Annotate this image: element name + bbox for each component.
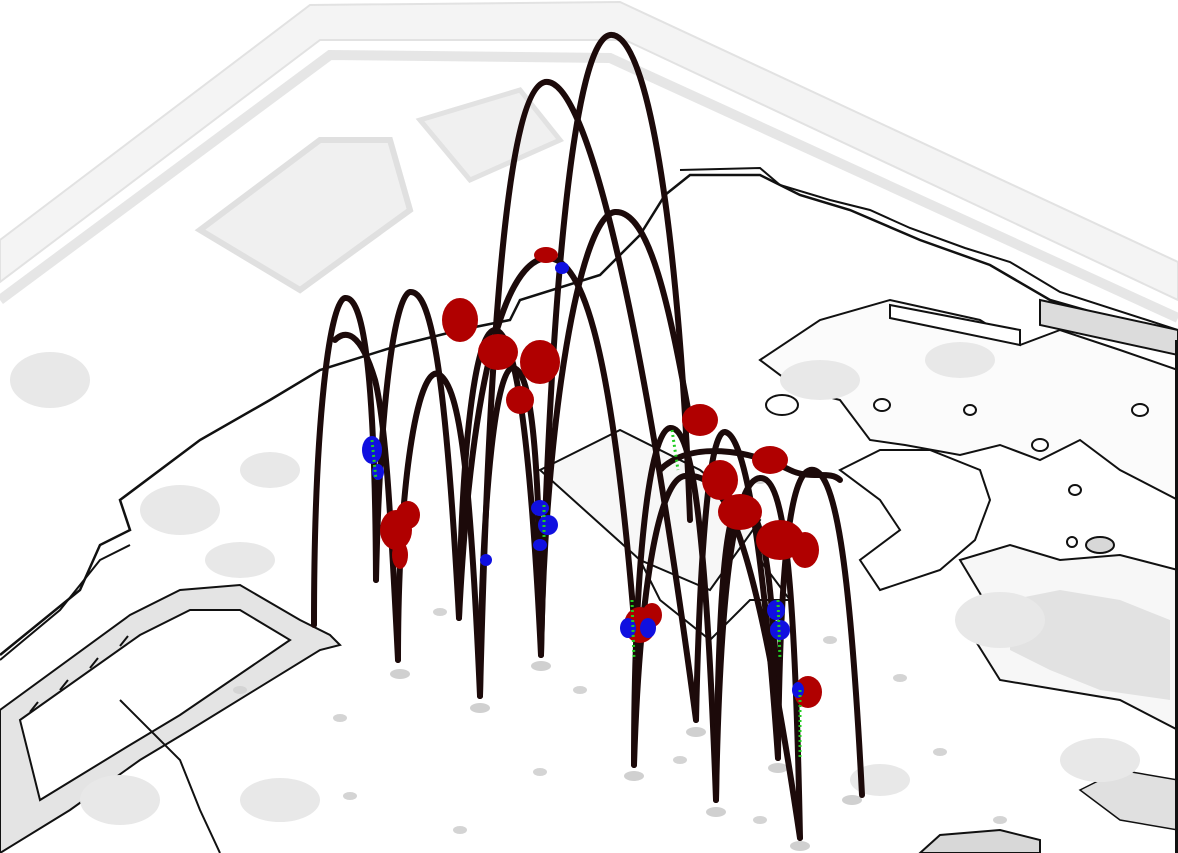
stress-red: [380, 247, 822, 708]
plan-island-3: [963, 404, 977, 416]
plan-right-lower-fill: [1010, 590, 1170, 700]
column-shadows: [390, 661, 862, 851]
plan-outline-bottom-left: [119, 699, 221, 853]
plan-island-4: [1031, 438, 1049, 452]
plan-bottom-right-steps: [918, 828, 1041, 853]
plan-island-6: [1085, 536, 1115, 554]
plan-right-wing: [758, 298, 1178, 502]
site-slab-top: [0, 0, 1178, 302]
faint-room-1: [194, 137, 414, 294]
plan-island-2: [873, 398, 891, 412]
plan-island-7: [1066, 536, 1078, 548]
plan-outline-rim: [679, 166, 1178, 331]
faint-patterns: [10, 342, 1140, 825]
arch-right-4[interactable]: [775, 466, 865, 798]
arch-left-1[interactable]: [311, 295, 379, 628]
faint-room-2: [415, 87, 564, 184]
arch-right-2[interactable]: [693, 429, 781, 761]
plan-wall-bar: [889, 303, 1021, 347]
plan-wall-block: [1039, 298, 1178, 357]
plan-island-5: [1068, 484, 1082, 496]
site-slab-inner: [0, 49, 1178, 323]
arch-right-6[interactable]: [631, 472, 803, 841]
arch-right-5[interactable]: [713, 475, 803, 841]
plan-right-court: [838, 449, 992, 592]
plan-left-notches: [29, 635, 129, 713]
viewport-edge-right: [1175, 340, 1178, 853]
stress-green: [370, 429, 802, 760]
plan-outline-left: [0, 544, 131, 661]
plan-island-1: [765, 394, 799, 416]
arch-right-1[interactable]: [631, 425, 719, 803]
plan-left-gallery-inner: [18, 609, 292, 802]
plan-island-8: [1131, 403, 1149, 417]
arch-tall-4[interactable]: [538, 208, 693, 658]
arch-structure[interactable]: [311, 32, 865, 841]
